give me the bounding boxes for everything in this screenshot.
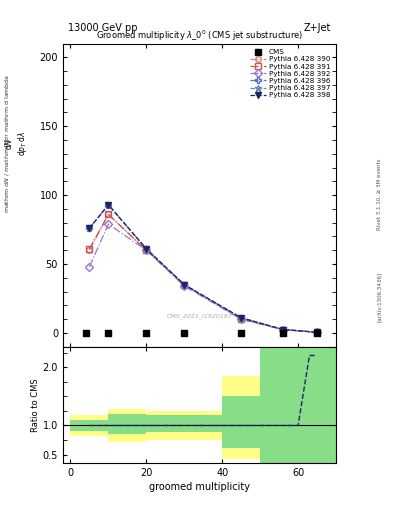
Bar (222, 376, 260, 459)
Pythia 6.428 392 (239, 316, 244, 322)
Bar (146, 415, 222, 433)
Pythia 6.428 391 (87, 246, 92, 252)
Bar (70, 420, 108, 431)
Pythia 6.428 390 (182, 282, 187, 288)
Line: Pythia 6.428 398: Pythia 6.428 398 (87, 202, 320, 335)
Pythia 6.428 396 (315, 329, 320, 335)
Pythia 6.428 391 (106, 211, 111, 218)
Bar (222, 396, 260, 447)
Line: Pythia 6.428 396: Pythia 6.428 396 (87, 202, 320, 335)
Text: $\mathrm{d}N$
$\mathrm{d}p_T\,\mathrm{d}\lambda$: $\mathrm{d}N$ $\mathrm{d}p_T\,\mathrm{d}… (3, 131, 29, 156)
Pythia 6.428 397 (87, 225, 92, 231)
X-axis label: groomed multiplicity: groomed multiplicity (149, 482, 250, 493)
Pythia 6.428 398 (144, 246, 149, 252)
Legend: CMS, Pythia 6.428 390, Pythia 6.428 391, Pythia 6.428 392, Pythia 6.428 396, Pyt: CMS, Pythia 6.428 390, Pythia 6.428 391,… (248, 47, 332, 100)
Pythia 6.428 391 (239, 316, 244, 322)
Pythia 6.428 391 (182, 282, 187, 288)
Bar (146, 411, 222, 440)
Text: Rivet 3.1.10, ≥ 3M events: Rivet 3.1.10, ≥ 3M events (377, 159, 382, 230)
Point (238, 329, 244, 337)
Pythia 6.428 391 (144, 247, 149, 253)
Point (181, 329, 187, 337)
Pythia 6.428 390 (144, 247, 149, 253)
Pythia 6.428 392 (315, 329, 320, 335)
Y-axis label: Ratio to CMS: Ratio to CMS (31, 378, 40, 432)
Pythia 6.428 396 (239, 315, 244, 321)
Pythia 6.428 398 (87, 225, 92, 231)
Pythia 6.428 391 (281, 327, 285, 333)
Pythia 6.428 397 (182, 282, 187, 288)
Text: CMS_2021_I1920187: CMS_2021_I1920187 (167, 313, 232, 319)
Line: Pythia 6.428 391: Pythia 6.428 391 (87, 211, 320, 335)
Pythia 6.428 398 (281, 327, 285, 333)
Bar (260, 347, 336, 463)
Pythia 6.428 396 (182, 282, 187, 288)
Pythia 6.428 398 (239, 315, 244, 321)
Bar (70, 415, 108, 436)
Pythia 6.428 392 (281, 327, 285, 333)
Pythia 6.428 391 (315, 329, 320, 335)
Pythia 6.428 398 (182, 282, 187, 288)
Pythia 6.428 398 (315, 329, 320, 335)
Pythia 6.428 397 (315, 329, 320, 335)
Line: Pythia 6.428 397: Pythia 6.428 397 (86, 201, 321, 336)
Bar (108, 414, 146, 434)
Pythia 6.428 390 (87, 247, 92, 253)
Pythia 6.428 397 (281, 327, 285, 333)
Line: Pythia 6.428 392: Pythia 6.428 392 (87, 221, 320, 335)
Pythia 6.428 392 (87, 264, 92, 270)
Bar (260, 347, 336, 463)
Pythia 6.428 396 (144, 246, 149, 252)
Pythia 6.428 390 (281, 327, 285, 333)
Text: mathrm $\mathrm{d}N$ / mathrm $\mathrm{d}p_T$ mathrm $\mathrm{d}$ lambda: mathrm $\mathrm{d}N$ / mathrm $\mathrm{d… (4, 74, 12, 213)
Title: Groomed multiplicity $\lambda\_0^0$ (CMS jet substructure): Groomed multiplicity $\lambda\_0^0$ (CMS… (96, 29, 303, 44)
Pythia 6.428 397 (144, 246, 149, 252)
Pythia 6.428 397 (106, 202, 111, 208)
Text: 13000 GeV pp: 13000 GeV pp (68, 23, 138, 33)
Pythia 6.428 396 (281, 327, 285, 333)
Pythia 6.428 396 (87, 225, 92, 231)
Pythia 6.428 396 (106, 202, 111, 208)
Pythia 6.428 398 (106, 202, 111, 208)
Pythia 6.428 390 (106, 211, 111, 218)
Point (83, 329, 89, 337)
Text: [arXiv:1306.3436]: [arXiv:1306.3436] (377, 272, 382, 322)
Pythia 6.428 390 (315, 329, 320, 335)
Pythia 6.428 392 (106, 221, 111, 227)
Point (105, 329, 112, 337)
Text: Z+Jet: Z+Jet (303, 23, 331, 33)
Bar (108, 409, 146, 442)
Line: Pythia 6.428 390: Pythia 6.428 390 (87, 211, 320, 335)
Point (143, 329, 149, 337)
Pythia 6.428 397 (239, 315, 244, 321)
Pythia 6.428 392 (182, 283, 187, 289)
Pythia 6.428 390 (239, 316, 244, 322)
Point (314, 329, 320, 337)
Pythia 6.428 392 (144, 247, 149, 253)
Point (280, 329, 286, 337)
